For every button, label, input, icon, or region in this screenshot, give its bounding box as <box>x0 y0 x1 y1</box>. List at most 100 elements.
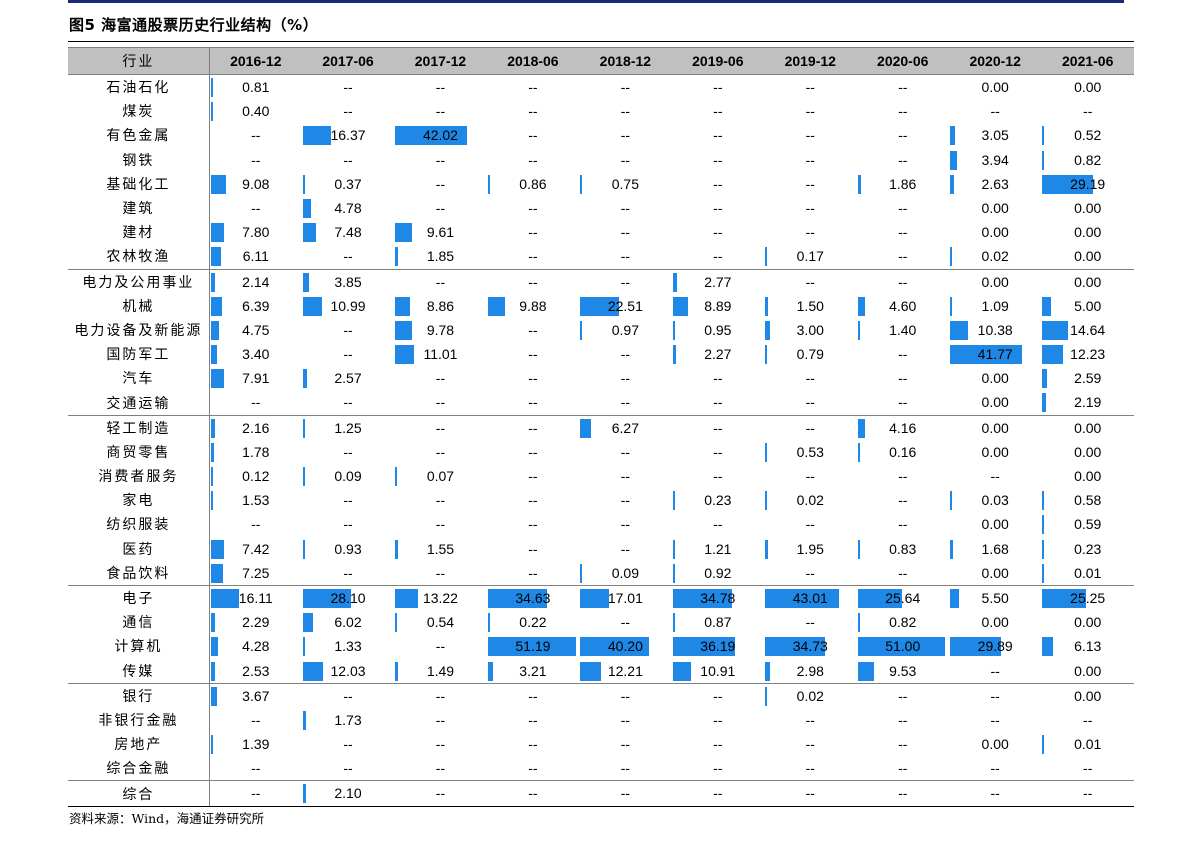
value-cell: -- <box>764 708 856 732</box>
value-cell: 9.53 <box>856 658 949 684</box>
value-cell: 0.00 <box>949 732 1041 756</box>
value-text: 1.49 <box>426 662 455 679</box>
value-text: 0.00 <box>981 419 1009 436</box>
value-cell: 0.09 <box>302 464 394 488</box>
data-bar <box>302 661 324 681</box>
industry-name: 医药 <box>68 536 210 561</box>
value-text: 5.00 <box>1074 297 1102 314</box>
value-cell: 0.59 <box>1041 512 1134 536</box>
value-cell: 0.00 <box>1041 75 1134 100</box>
value-text: -- <box>1083 785 1093 802</box>
figure-title: 图5 海富通股票历史行业结构（%） <box>69 16 319 34</box>
value-text: 11.01 <box>423 346 458 363</box>
industry-name: 计算机 <box>68 634 210 659</box>
value-cell: 7.80 <box>209 220 301 244</box>
value-text: 10.99 <box>330 297 366 314</box>
value-text: 0.00 <box>1074 79 1102 95</box>
value-cell: 10.99 <box>302 294 394 318</box>
value-cell: -- <box>579 220 671 244</box>
value-text: -- <box>1083 711 1093 728</box>
value-cell: -- <box>302 732 394 756</box>
value-text: 16.11 <box>238 589 273 606</box>
value-cell: -- <box>302 512 394 536</box>
data-bar <box>395 588 418 608</box>
value-text: -- <box>805 468 815 484</box>
industry-name: 家电 <box>68 488 210 513</box>
value-text: 0.00 <box>981 273 1009 290</box>
value-text: 0.22 <box>519 614 547 631</box>
value-cell: 0.23 <box>672 488 764 512</box>
value-cell: -- <box>672 148 764 172</box>
value-cell: 1.95 <box>764 537 856 561</box>
data-bar <box>487 588 548 608</box>
value-text: 2.27 <box>704 346 732 363</box>
value-cell: 6.27 <box>579 415 671 440</box>
data-bar <box>672 272 678 292</box>
value-cell: 0.81 <box>209 75 301 100</box>
value-cell: 0.92 <box>671 560 765 586</box>
table-row: 煤炭 0.40 -- -- -- -- -- -- -- -- -- <box>68 99 1134 124</box>
table-row: 房地产 1.39 -- -- -- -- -- -- -- 0.00 0.01 <box>68 732 1134 757</box>
data-bar <box>302 588 352 608</box>
value-cell: 2.14 <box>209 269 301 294</box>
value-text: -- <box>528 492 538 509</box>
data-bar <box>1042 515 1045 535</box>
value-text: 41.77 <box>977 346 1013 363</box>
value-text: -- <box>898 273 908 290</box>
header-period: 2018-06 <box>486 47 580 75</box>
value-cell: 51.00 <box>857 634 949 658</box>
value-text: -- <box>343 248 353 265</box>
value-text: 12.23 <box>1070 346 1106 363</box>
value-cell: -- <box>671 780 765 807</box>
value-cell: 11.01 <box>394 342 486 366</box>
data-bar <box>210 418 215 438</box>
value-cell: 2.77 <box>672 269 764 294</box>
value-cell: -- <box>1041 99 1134 123</box>
value-text: 43.01 <box>792 589 828 606</box>
value-cell: -- <box>672 75 764 100</box>
value-cell: 0.82 <box>1041 148 1134 172</box>
data-bar <box>302 539 305 559</box>
header-period: 2017-12 <box>394 47 487 75</box>
value-text: -- <box>713 760 723 777</box>
value-cell: -- <box>487 732 579 756</box>
value-text: 6.27 <box>611 419 639 436</box>
data-bar <box>487 174 490 194</box>
data-bar <box>1042 320 1068 340</box>
value-text: -- <box>343 151 353 168</box>
data-bar <box>210 467 213 486</box>
value-cell: 6.02 <box>302 610 394 634</box>
value-cell: 0.00 <box>1041 220 1134 244</box>
value-cell: 0.01 <box>1041 732 1134 756</box>
value-cell: -- <box>394 683 486 708</box>
value-text: 0.02 <box>796 492 824 509</box>
value-text: -- <box>528 516 538 533</box>
data-bar <box>857 613 860 633</box>
value-cell: -- <box>949 708 1041 732</box>
value-cell: -- <box>579 756 672 782</box>
value-cell: -- <box>487 708 579 732</box>
value-text: -- <box>528 103 538 120</box>
value-text: -- <box>251 760 261 777</box>
value-cell: -- <box>672 172 764 196</box>
value-cell: -- <box>487 488 579 512</box>
value-cell: -- <box>764 148 856 172</box>
value-cell: 0.02 <box>948 244 1042 270</box>
value-text: -- <box>528 760 538 777</box>
value-text: -- <box>435 175 446 192</box>
value-text: -- <box>713 468 723 484</box>
value-cell: 0.16 <box>857 440 949 464</box>
value-text: -- <box>620 248 631 265</box>
value-text: 34.73 <box>792 638 828 655</box>
value-text: 1.78 <box>242 443 270 460</box>
value-cell: -- <box>301 390 395 416</box>
value-text: 2.57 <box>334 370 362 387</box>
value-text: -- <box>528 564 538 581</box>
data-bar <box>580 174 583 194</box>
value-cell: 1.50 <box>764 294 856 318</box>
value-text: 0.00 <box>981 564 1009 581</box>
value-cell: 0.58 <box>1041 488 1134 512</box>
value-text: 42.02 <box>422 127 458 144</box>
value-cell: -- <box>301 756 395 782</box>
value-text: 2.53 <box>242 662 270 679</box>
